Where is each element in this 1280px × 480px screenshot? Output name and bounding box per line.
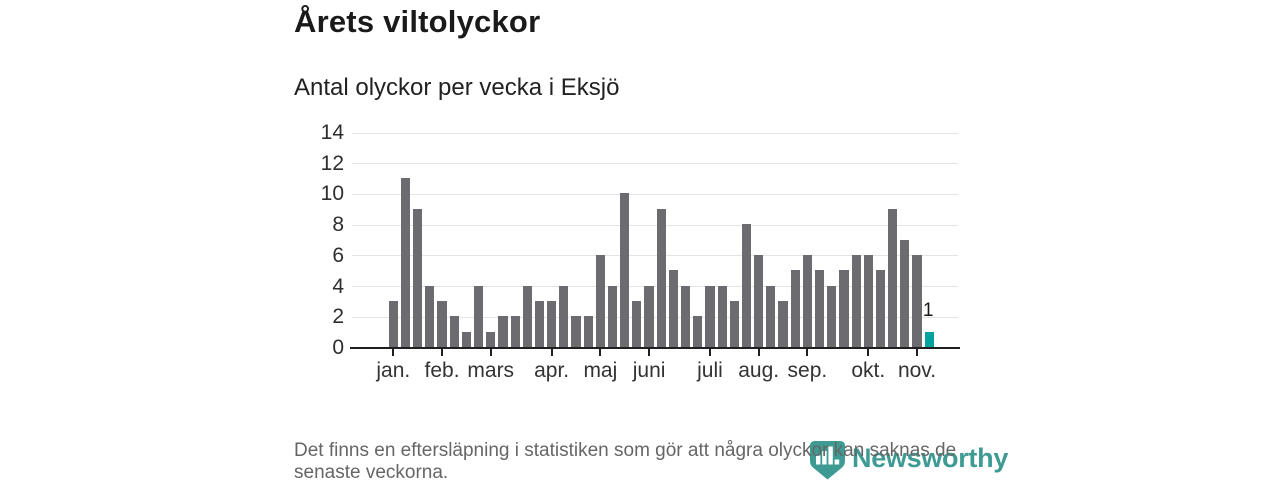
- x-axis-month-label: juli: [697, 359, 723, 382]
- bar-week-27: [705, 285, 715, 347]
- newsworthy-logo[interactable]: Newsworthy: [810, 441, 1008, 480]
- x-axis-tick-jan: [392, 349, 395, 356]
- highlight-value-label: 1: [922, 299, 934, 321]
- x-axis-tick-feb: [441, 349, 444, 356]
- bar-week-3: [413, 208, 423, 347]
- bar-week-30: [741, 224, 752, 347]
- x-axis-month-label: maj: [583, 359, 618, 382]
- bar-week-17: [583, 316, 593, 347]
- bar-week-19: [607, 285, 618, 347]
- bar-week-14: [547, 300, 557, 347]
- bar-week-38: [839, 270, 849, 347]
- bar-week-4: [425, 285, 435, 347]
- bar-week-44: [912, 254, 922, 347]
- bar-week-1: [388, 300, 398, 347]
- bar-week-15: [559, 285, 569, 347]
- gridline-y-6: [352, 255, 958, 257]
- bar-week-28: [717, 285, 727, 347]
- bar-week-37: [827, 285, 837, 347]
- bar-week-12: [522, 285, 532, 347]
- bar-week-33: [778, 300, 788, 347]
- bar-week-24: [668, 270, 679, 347]
- x-axis-month-label: okt.: [851, 359, 886, 382]
- x-axis-tick-juli: [708, 349, 711, 356]
- bar-week-11: [510, 316, 520, 347]
- bar-week-5: [437, 300, 447, 347]
- gridline-y-8: [352, 224, 958, 226]
- bar-week-2: [400, 178, 411, 347]
- x-axis-tick-maj: [599, 349, 602, 356]
- x-axis-line: [350, 347, 960, 349]
- x-axis-month-label: sep.: [787, 359, 828, 382]
- bar-week-31: [754, 254, 764, 347]
- x-axis-tick-sep: [806, 349, 809, 356]
- bar-week-41: [875, 270, 886, 347]
- bar-week-29: [729, 300, 739, 347]
- bar-week-10: [498, 316, 508, 347]
- gridline-y-14: [352, 132, 958, 134]
- bar-week-8: [473, 285, 484, 347]
- bar-week-39: [851, 254, 861, 347]
- bar-week-18: [595, 254, 605, 347]
- y-axis-tick-label: 8: [332, 213, 344, 237]
- bar-week-6: [449, 316, 459, 347]
- bar-week-16: [571, 316, 581, 347]
- bar-week-26: [693, 316, 703, 347]
- bar-week-23: [656, 208, 666, 347]
- bar-week-36: [815, 270, 825, 347]
- y-axis-tick-label: 6: [332, 243, 344, 267]
- chart-subtitle: Antal olyckor per vecka i Eksjö: [294, 74, 620, 101]
- bar-week-32: [766, 285, 776, 347]
- newsworthy-shield-icon: [810, 441, 845, 480]
- y-axis-tick-label: 2: [332, 305, 344, 329]
- x-axis-tick-nov: [916, 349, 919, 356]
- bar-chart-plot-area: 0 2 4 6 8 10 12 14 jan. feb. mars apr. maj juni juli au…: [321, 121, 960, 382]
- x-axis-tick-apr: [550, 349, 553, 356]
- bar-week-21: [632, 300, 642, 347]
- x-axis-month-label: nov.: [897, 359, 937, 382]
- bar-week-45: [924, 331, 934, 347]
- x-axis-month-label: feb.: [424, 359, 460, 382]
- x-axis-tick-mars: [489, 349, 492, 356]
- bar-week-25: [681, 285, 691, 347]
- bar-week-40: [863, 254, 873, 347]
- bar-week-42: [888, 208, 898, 347]
- bar-week-9: [486, 331, 496, 347]
- chart-footnote: Det finns en eftersläpning i statistiken…: [294, 440, 957, 480]
- bar-week-7: [461, 331, 471, 347]
- gridline-y-12: [352, 163, 958, 165]
- x-axis-month-label: jan.: [376, 359, 411, 382]
- y-axis-tick-label: 4: [332, 274, 344, 298]
- bar-week-22: [644, 285, 654, 347]
- y-axis-tick-label: 10: [320, 182, 344, 206]
- bar-week-43: [900, 239, 910, 347]
- y-axis-tick-label: 14: [320, 121, 344, 144]
- y-axis-tick-label: 12: [320, 151, 344, 175]
- bar-week-13: [534, 300, 545, 347]
- gridline-y-10: [352, 193, 958, 195]
- x-axis-month-label: aug.: [738, 359, 780, 382]
- y-axis-tick-label: 0: [332, 336, 344, 359]
- x-axis-month-label: mars: [467, 359, 515, 382]
- bar-week-34: [790, 270, 800, 347]
- x-axis-tick-aug: [757, 349, 760, 356]
- newsworthy-logo-text: Newsworthy: [852, 443, 1009, 473]
- bar-week-20: [620, 193, 630, 347]
- gridline-y-2: [352, 316, 958, 318]
- x-axis-tick-juni: [648, 349, 651, 356]
- x-axis-month-label: apr.: [534, 359, 570, 382]
- bar-week-35: [802, 254, 812, 347]
- x-axis-tick-okt: [867, 349, 870, 356]
- gridline-y-4: [352, 286, 958, 288]
- page-title: Årets viltolyckor: [294, 4, 541, 39]
- x-axis-month-label: juni: [632, 359, 666, 382]
